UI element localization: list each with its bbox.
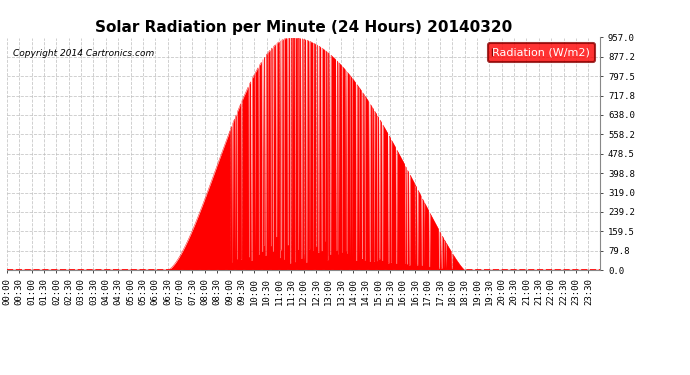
Text: Copyright 2014 Cartronics.com: Copyright 2014 Cartronics.com [13, 49, 154, 58]
Title: Solar Radiation per Minute (24 Hours) 20140320: Solar Radiation per Minute (24 Hours) 20… [95, 20, 512, 35]
Legend: Radiation (W/m2): Radiation (W/m2) [488, 43, 595, 62]
